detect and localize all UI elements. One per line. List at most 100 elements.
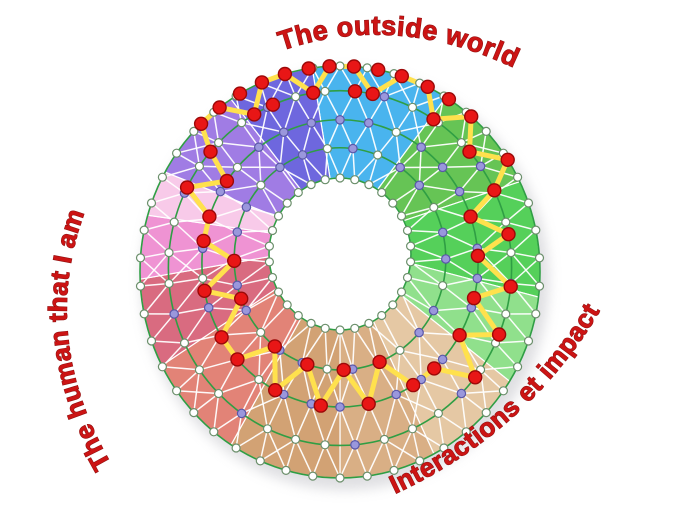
mesh-line [480, 369, 504, 392]
mesh-line [301, 154, 312, 185]
node-purple [350, 439, 360, 450]
node-white [335, 325, 345, 335]
node-white [415, 456, 425, 466]
node-white [362, 63, 372, 73]
node-red [277, 66, 293, 82]
node-purple [456, 388, 467, 399]
mesh-line [339, 148, 354, 179]
node-red [254, 75, 270, 90]
mesh-line [240, 379, 260, 414]
node-white [135, 253, 146, 263]
mesh-line [445, 247, 478, 260]
node-white [135, 281, 146, 291]
mesh-line [494, 342, 519, 368]
node-white [395, 345, 405, 355]
mesh-line [301, 327, 326, 364]
mesh-line [421, 141, 462, 148]
mesh-line [471, 306, 506, 315]
node-purple [253, 142, 264, 152]
node-white [139, 309, 149, 319]
mesh-line [283, 96, 297, 133]
node-purple [306, 118, 317, 128]
mesh-line [354, 444, 368, 477]
node-red [464, 109, 479, 124]
node-red [462, 144, 477, 159]
node-white [264, 257, 274, 267]
mesh-line [294, 96, 312, 124]
mesh-line [407, 206, 435, 232]
node-red [246, 107, 262, 122]
mesh-line [366, 67, 386, 98]
node-white [373, 150, 383, 160]
node-white [282, 198, 292, 208]
mesh-line [476, 277, 507, 315]
mesh-line [301, 122, 313, 156]
node-white [350, 175, 360, 185]
node-white [157, 362, 167, 372]
node-red [420, 79, 435, 95]
mesh-line [176, 141, 219, 154]
mesh-line [367, 122, 379, 156]
mesh-line [235, 413, 243, 449]
node-white [439, 443, 449, 453]
mesh-line [235, 428, 268, 449]
node-purple [379, 91, 390, 102]
mesh-line [510, 252, 541, 287]
mesh-line [442, 165, 481, 169]
mesh-line [368, 322, 401, 351]
mesh-line [339, 444, 356, 479]
node-purple [275, 162, 285, 173]
node-purple [416, 142, 426, 152]
node-white [512, 172, 523, 182]
mesh-line [213, 393, 220, 432]
mesh-line [246, 206, 279, 217]
mesh-line [245, 277, 274, 311]
mesh-line [245, 206, 273, 232]
mesh-line [460, 392, 487, 414]
node-white [172, 148, 182, 158]
mesh-line [301, 323, 312, 363]
mesh-line [213, 412, 242, 433]
node-red [267, 339, 282, 354]
mesh-line [495, 192, 529, 204]
node-red [487, 183, 502, 198]
mesh-line [368, 154, 379, 185]
node-white [391, 127, 401, 137]
node-white [396, 211, 407, 221]
mesh-line [279, 166, 299, 193]
node-red [197, 283, 212, 298]
node-white [523, 336, 534, 346]
node-purple [440, 254, 451, 264]
node-white [362, 471, 372, 481]
mesh-line [260, 184, 280, 217]
node-white [189, 408, 199, 418]
mesh-line [258, 332, 262, 380]
node-white [169, 217, 179, 227]
mesh-line [401, 291, 435, 312]
mesh-line [438, 412, 467, 433]
node-purple [428, 305, 439, 316]
mesh-line [354, 327, 379, 364]
mesh-line [266, 394, 285, 430]
node-white [438, 281, 448, 291]
node-white [322, 144, 332, 154]
node-purple [414, 327, 424, 338]
mesh-line [399, 349, 422, 380]
mesh-line [505, 221, 537, 231]
mesh-line [259, 428, 269, 462]
mesh-line [193, 369, 201, 413]
node-red [365, 86, 380, 102]
mesh-line [366, 439, 386, 477]
mesh-line [324, 406, 341, 446]
node-white [172, 386, 182, 396]
node-white [379, 434, 389, 444]
mesh-line [384, 82, 420, 98]
node-white [364, 180, 374, 190]
node-white [281, 465, 291, 475]
node-purple [395, 162, 405, 173]
node-purple [278, 127, 289, 137]
node-purple [297, 150, 308, 160]
mesh-line [480, 165, 518, 178]
node-red [394, 68, 409, 84]
mesh-line [240, 122, 260, 148]
